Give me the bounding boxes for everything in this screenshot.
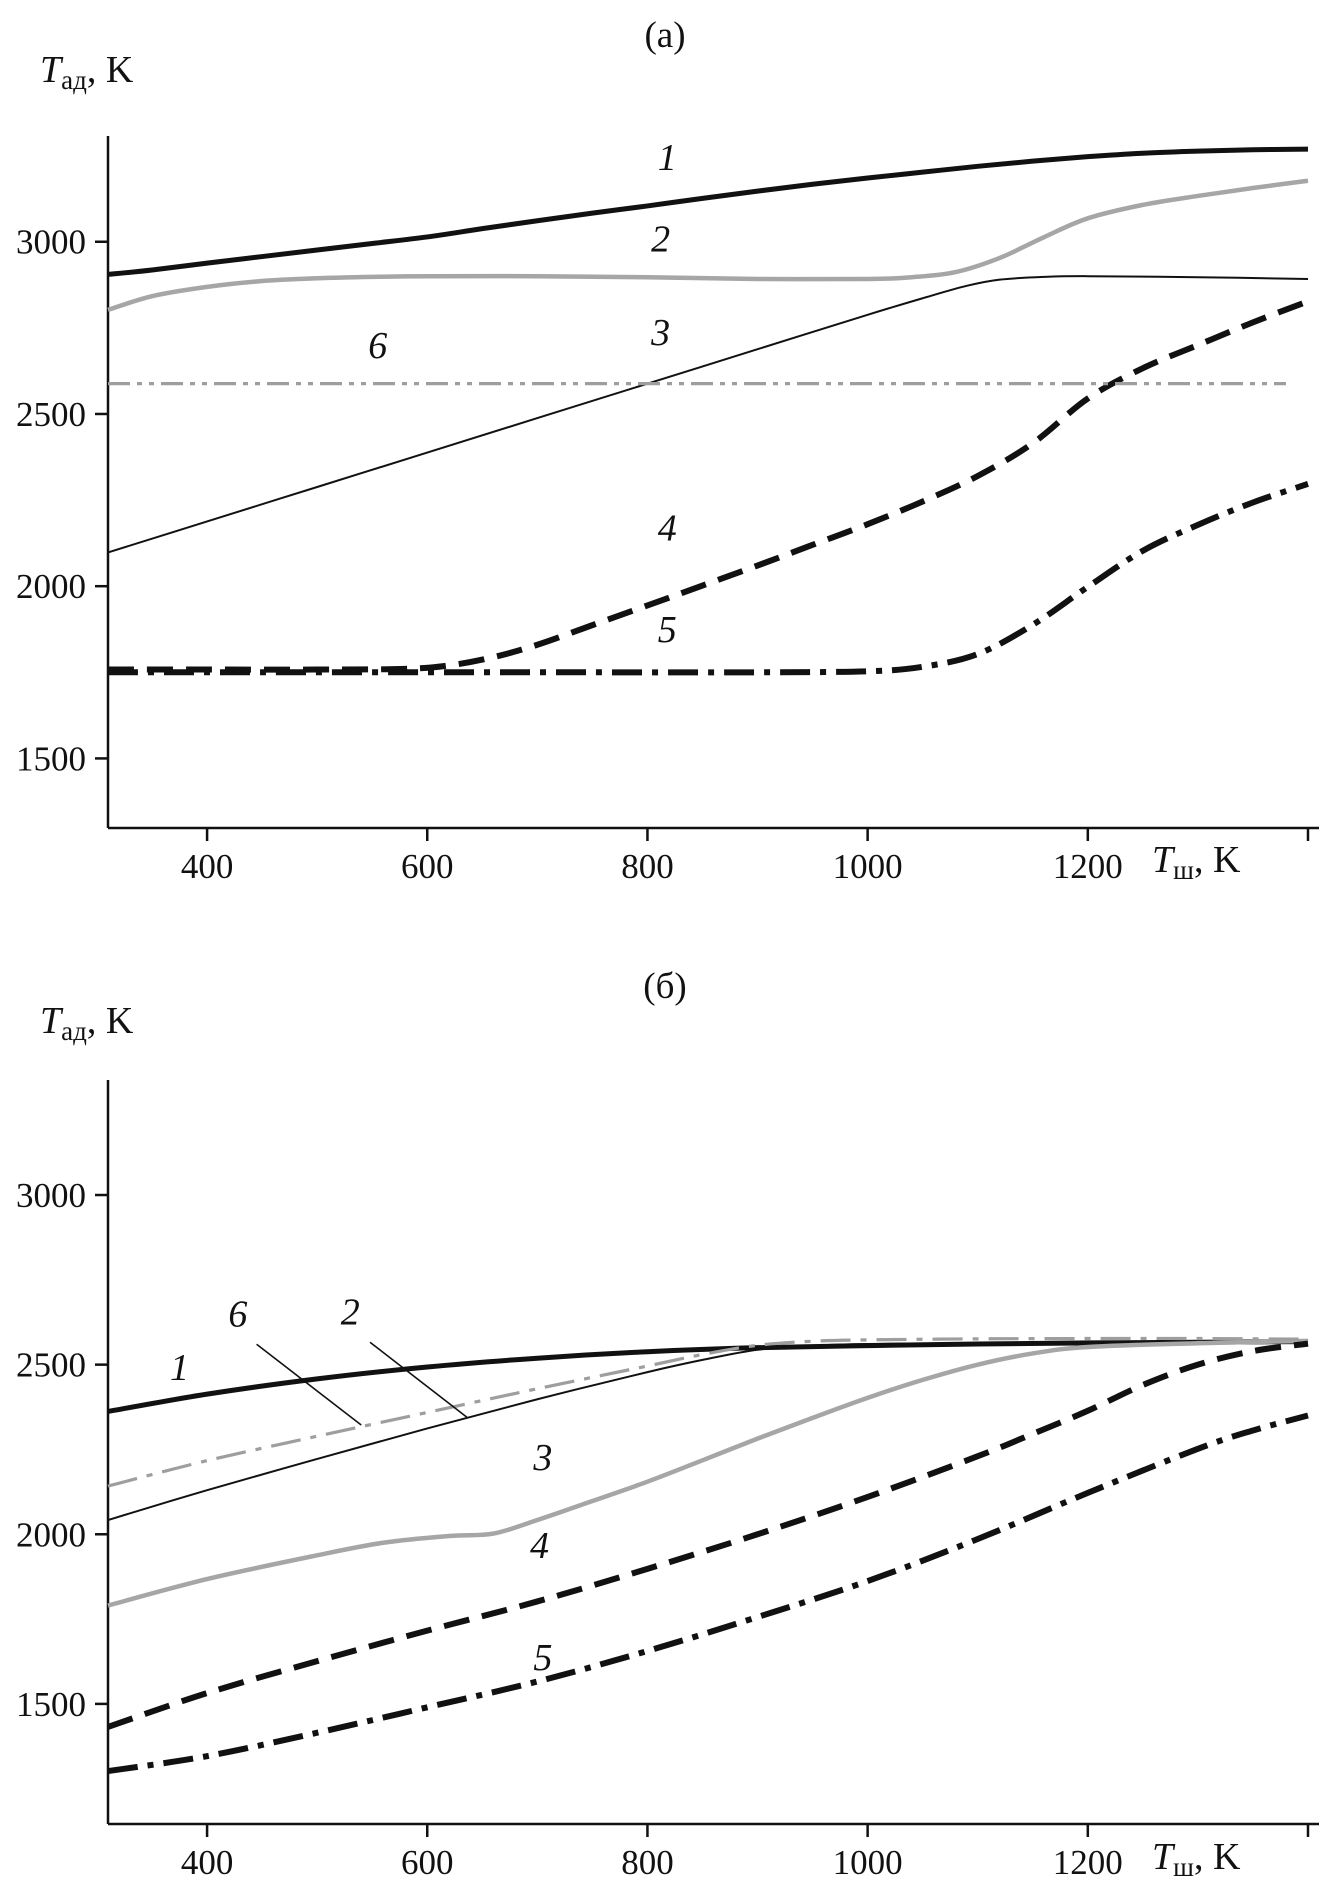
chart-b: (б) Tад, K Tш, K 1500 2000 2500 3000 400 600 8… <box>0 951 1330 1901</box>
curve-label-5: 5 <box>533 1637 552 1679</box>
x-tick-label: 800 <box>621 847 674 886</box>
y-axis-symbol: T <box>40 49 62 91</box>
y-tick-label: 2000 <box>16 1515 86 1554</box>
curve-6 <box>107 1336 1308 1488</box>
x-tick-label: 1200 <box>1053 847 1123 886</box>
y-tick-label: 1500 <box>16 1685 86 1724</box>
curve-4 <box>107 1340 1309 1730</box>
curve-2 <box>107 178 1309 313</box>
x-tick-label: 400 <box>181 1843 234 1882</box>
x-axis-subscript: ш <box>1173 855 1194 885</box>
y-tick-label: 1500 <box>16 739 86 778</box>
y-tick-label: 3000 <box>16 223 86 262</box>
y-axis-subscript: ад <box>61 1016 87 1046</box>
x-axis-symbol: T <box>1152 839 1174 881</box>
chart-a-y-axis-label: Tад, K <box>40 48 133 96</box>
chart-b-title: (б) <box>643 966 687 1007</box>
chart-b-plot-area: 1500 2000 2500 3000 400 600 800 1000 1200 16 2 3 4 5 <box>16 1080 1319 1882</box>
y-tick-label: 2000 <box>16 567 86 606</box>
x-tick-label: 1000 <box>833 847 903 886</box>
curve-label-5: 5 <box>658 609 677 651</box>
x-tick-label: 800 <box>621 1843 674 1882</box>
curve-label-6: 6 <box>368 325 387 367</box>
x-axis-symbol: T <box>1152 1836 1174 1878</box>
x-tick-label: 600 <box>401 847 454 886</box>
curve-3 <box>107 1338 1309 1608</box>
chart-b-x-axis-label: Tш, K <box>1152 1835 1240 1883</box>
curve-5 <box>108 481 1309 676</box>
y-axis-unit: , K <box>86 1000 134 1042</box>
curve-label-1: 1 <box>658 137 677 179</box>
curve-1 <box>107 1339 1309 1414</box>
chart-a: (а) Tад, K Tш, K 1500 2000 2500 3000 400 600 8… <box>0 0 1330 950</box>
chart-a-x-axis-label: Tш, K <box>1152 838 1240 886</box>
label-leader-line <box>369 1341 468 1418</box>
chart-a-title: (а) <box>644 15 686 56</box>
curve-label-3: 3 <box>650 312 670 354</box>
x-axis-subscript: ш <box>1173 1852 1194 1882</box>
curve-label-1: 1 <box>170 1347 189 1389</box>
curve-2 <box>107 1340 1308 1521</box>
x-axis-unit: , K <box>1193 839 1241 881</box>
curve-5 <box>107 1412 1309 1775</box>
curve-label-6: 6 <box>228 1294 247 1336</box>
y-axis-subscript: ад <box>61 65 87 95</box>
curve-label-2: 2 <box>651 218 670 260</box>
y-axis-symbol: T <box>40 1000 62 1042</box>
curve-label-4: 4 <box>658 508 677 550</box>
label-leader-line <box>256 1343 362 1426</box>
curve-4 <box>107 298 1310 673</box>
chart-b-y-axis-label: Tад, K <box>40 999 133 1047</box>
x-tick-label: 1000 <box>833 1843 903 1882</box>
curve-label-2: 2 <box>341 1292 360 1334</box>
y-tick-label: 3000 <box>16 1176 86 1215</box>
curve-label-3: 3 <box>532 1437 552 1479</box>
y-tick-label: 2500 <box>16 395 86 434</box>
x-axis-unit: , K <box>1193 1836 1241 1878</box>
y-tick-label: 2500 <box>16 1346 86 1385</box>
curve-label-4: 4 <box>530 1525 549 1567</box>
curve-1 <box>107 146 1309 277</box>
y-axis-unit: , K <box>86 49 134 91</box>
x-tick-label: 400 <box>181 847 234 886</box>
curve-3 <box>107 275 1309 554</box>
x-tick-label: 600 <box>401 1843 454 1882</box>
chart-a-plot-area: 1500 2000 2500 3000 400 600 800 1000 1200 1 2 3 6 4 5 <box>16 136 1319 886</box>
x-tick-label: 1200 <box>1053 1843 1123 1882</box>
